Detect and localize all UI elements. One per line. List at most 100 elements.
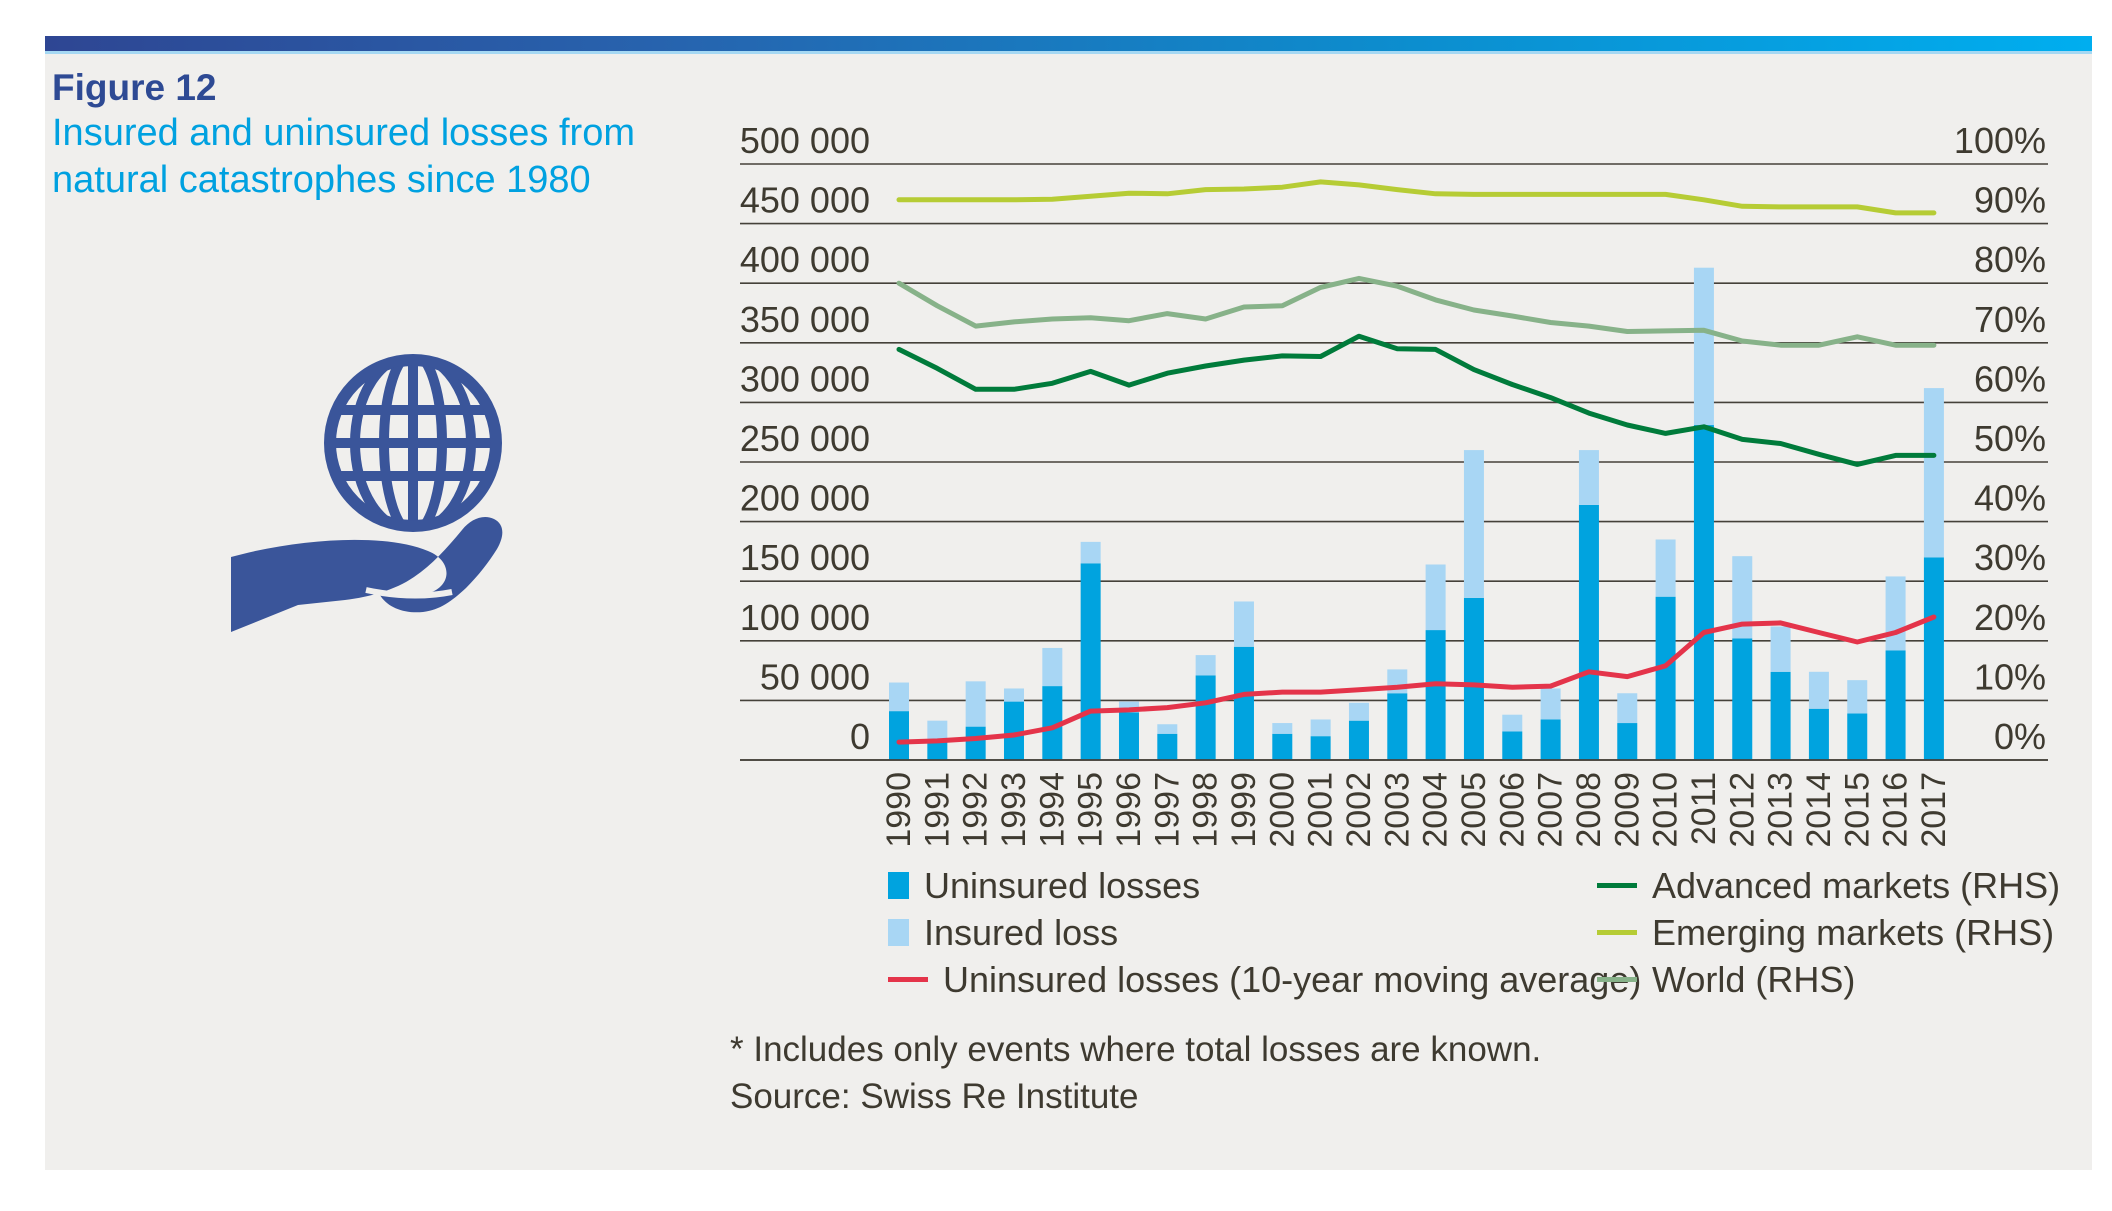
left-axis-tick-label: 300 000 [740,358,870,399]
legend-label: Emerging markets (RHS) [1652,911,2055,953]
figure-label: Figure 12 [52,67,217,108]
bar-segment-insured [1655,539,1676,597]
bar-segment-uninsured [1617,723,1638,760]
bar-segment-uninsured [1847,713,1868,760]
bar-segment-insured [1770,626,1791,672]
bar-segment-insured [1118,701,1139,713]
line-series-world-rhs [896,275,1937,348]
x-axis-year-label: 1998 [1187,772,1225,848]
bar-segment-insured [1310,719,1331,737]
legend-label: World (RHS) [1652,958,1856,1000]
world-line-icon [1597,977,1637,982]
legend-label: Uninsured losses [924,864,1201,906]
moving-average-line-icon [888,977,928,982]
x-axis-year-label: 2006 [1493,772,1531,848]
x-axis-year-label: 2008 [1570,772,1608,848]
bar-segment-uninsured [1272,733,1293,760]
legend-item-moving-average: Uninsured losses (10-year moving average… [888,956,1641,1003]
right-axis-tick-label: 10% [1974,656,2046,697]
right-axis-tick-label: 90% [1974,180,2046,221]
globe-icon [324,354,502,532]
right-axis-tick-label: 100% [1954,120,2046,161]
bar-segment-uninsured [1348,720,1369,760]
bar-segment-uninsured [1808,708,1829,760]
bar-segment-uninsured [1923,557,1944,760]
x-axis-year-label: 2011 [1685,772,1723,845]
x-axis-year-label: 1990 [880,772,918,848]
bar-segment-uninsured [1540,719,1561,760]
top-gradient-bar-underline [45,51,2092,54]
figure-title-line1: Insured and uninsured losses from [52,112,635,154]
left-axis-tick-label: 350 000 [740,299,870,340]
right-axis-tick-label: 70% [1974,299,2046,340]
right-axis-tick-label: 60% [1974,358,2046,399]
left-axis-tick-label: 50 000 [760,656,870,697]
bar-segment-insured [965,681,986,727]
right-axis-tick-label: 30% [1974,537,2046,578]
bar-segment-uninsured [1387,693,1408,760]
x-axis-year-label: 2004 [1417,772,1455,848]
line-series-emerging-markets-rhs [896,179,1937,216]
bar-segment-insured [1693,267,1714,426]
x-axis-year-label: 1991 [918,772,956,848]
legend-item-advanced-markets: Advanced markets (RHS) [1597,862,2060,909]
emerging-markets-line-icon [1597,930,1637,935]
legend-item-insured: Insured loss [888,909,1641,956]
bar-segment-uninsured [1118,712,1139,760]
left-axis-tick-label: 0 [850,716,870,757]
footnote-asterisk: * Includes only events where total losse… [730,1030,1542,1069]
bar-segment-uninsured [1655,596,1676,760]
right-axis-tick-label: 0% [1994,716,2046,757]
x-axis-year-label: 2014 [1800,772,1838,848]
figure-title-line2: natural catastrophes since 1980 [52,159,591,201]
bar-segment-insured [1847,680,1868,714]
bar-segment-insured [1042,647,1063,687]
bar-segment-insured [1003,688,1024,702]
top-gradient-bar [45,36,2092,51]
left-axis-tick-label: 200 000 [740,478,870,519]
bar-segment-uninsured [1502,731,1523,760]
footnotes: * Includes only events where total losse… [730,1026,1541,1120]
bar-segment-insured [1540,688,1561,720]
globe-in-hand-svg [231,354,503,632]
legend-label: Insured loss [924,911,1119,953]
bar-segment-insured [1272,723,1293,734]
footnote-source: Source: Swiss Re Institute [730,1077,1139,1116]
advanced-markets-line-icon [1597,883,1637,888]
bar-segment-insured [1463,450,1484,598]
x-axis-year-label: 1993 [995,772,1033,848]
x-axis-year-label: 2012 [1723,772,1761,848]
x-axis-year-label: 2013 [1762,772,1800,848]
line-series-advanced-markets-rhs [896,333,1937,467]
left-axis-tick-label: 400 000 [740,239,870,280]
bar-segment-insured [1348,702,1369,721]
legend-item-world: World (RHS) [1597,956,2060,1003]
bar-segment-insured [1617,693,1638,724]
bar-segment-uninsured [1885,650,1906,760]
right-axis-tick-label: 50% [1974,418,2046,459]
bar-segment-uninsured [1463,597,1484,760]
bar-segment-uninsured [889,711,909,760]
bar-segment-insured [1195,655,1216,676]
x-axis-year-label: 2010 [1647,772,1685,848]
x-axis-year-label: 2009 [1608,772,1646,848]
x-axis-year-label: 1999 [1225,772,1263,848]
losses-chart-svg: 500 000 100% 450 000 90% 400 000 80% 350 000 70… [740,120,2048,848]
x-axis-year-label: 2005 [1455,772,1493,848]
bar-segment-insured [1080,541,1101,564]
bar-segment-insured [1808,671,1829,709]
line-series-uninsured-losses-10-year-moving-average [896,614,1937,745]
left-axis-tick-label: 500 000 [740,120,870,161]
x-axis-year-label: 1994 [1033,772,1071,848]
legend-item-emerging-markets: Emerging markets (RHS) [1597,909,2060,956]
bar-segment-insured [889,682,909,712]
right-axis-tick-label: 20% [1974,597,2046,638]
bar-segment-uninsured [1770,671,1791,760]
left-axis-tick-label: 150 000 [740,537,870,578]
figure-header: Figure 12 Insured and uninsured losses f… [52,66,635,204]
bar-segment-uninsured [1195,675,1216,760]
bar-segment-uninsured [1042,686,1063,760]
bar-segment-uninsured [1693,425,1714,760]
bar-segment-insured [1157,724,1178,734]
